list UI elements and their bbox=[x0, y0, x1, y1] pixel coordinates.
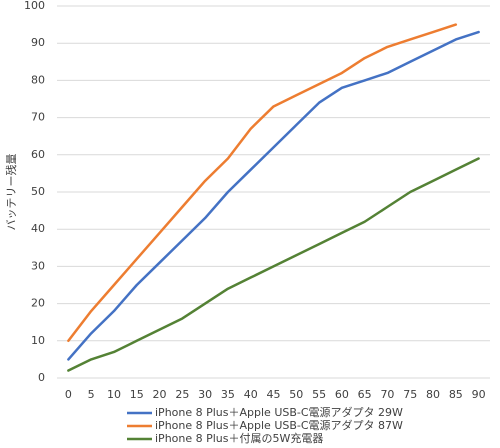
x-tick-label: 75 bbox=[403, 388, 417, 401]
x-tick-label: 5 bbox=[88, 388, 95, 401]
x-tick-label: 70 bbox=[380, 388, 394, 401]
y-tick-label: 50 bbox=[31, 185, 45, 198]
x-tick-label: 15 bbox=[130, 388, 144, 401]
x-tick-label: 80 bbox=[426, 388, 440, 401]
x-tick-label: 50 bbox=[289, 388, 303, 401]
x-tick-label: 35 bbox=[221, 388, 235, 401]
x-tick-label: 60 bbox=[335, 388, 349, 401]
legend-label: iPhone 8 Plus＋付属の5W充電器 bbox=[155, 431, 323, 445]
x-tick-label: 10 bbox=[107, 388, 121, 401]
x-tick-label: 0 bbox=[65, 388, 72, 401]
x-tick-label: 30 bbox=[198, 388, 212, 401]
y-tick-label: 70 bbox=[31, 111, 45, 124]
y-tick-label: 20 bbox=[31, 297, 45, 310]
y-tick-label: 0 bbox=[38, 371, 45, 384]
x-tick-label: 40 bbox=[244, 388, 258, 401]
y-tick-label: 60 bbox=[31, 148, 45, 161]
x-tick-label: 55 bbox=[312, 388, 326, 401]
y-tick-label: 30 bbox=[31, 259, 45, 272]
y-tick-label: 100 bbox=[24, 0, 45, 12]
y-tick-label: 10 bbox=[31, 334, 45, 347]
y-tick-label: 90 bbox=[31, 36, 45, 49]
legend-label: iPhone 8 Plus＋Apple USB-C電源アダプタ 29W bbox=[155, 405, 403, 419]
x-tick-label: 85 bbox=[449, 388, 463, 401]
x-tick-label: 90 bbox=[472, 388, 486, 401]
y-axis-label: バッテリー残量 bbox=[4, 154, 18, 231]
x-tick-label: 25 bbox=[175, 388, 189, 401]
x-tick-label: 45 bbox=[267, 388, 281, 401]
x-tick-label: 20 bbox=[153, 388, 167, 401]
x-tick-label: 65 bbox=[358, 388, 372, 401]
y-tick-label: 80 bbox=[31, 73, 45, 86]
legend-label: iPhone 8 Plus＋Apple USB-C電源アダプタ 87W bbox=[155, 418, 403, 432]
y-tick-label: 40 bbox=[31, 222, 45, 235]
series-line bbox=[67, 30, 480, 361]
series-line bbox=[67, 157, 480, 372]
series-line bbox=[67, 23, 458, 343]
